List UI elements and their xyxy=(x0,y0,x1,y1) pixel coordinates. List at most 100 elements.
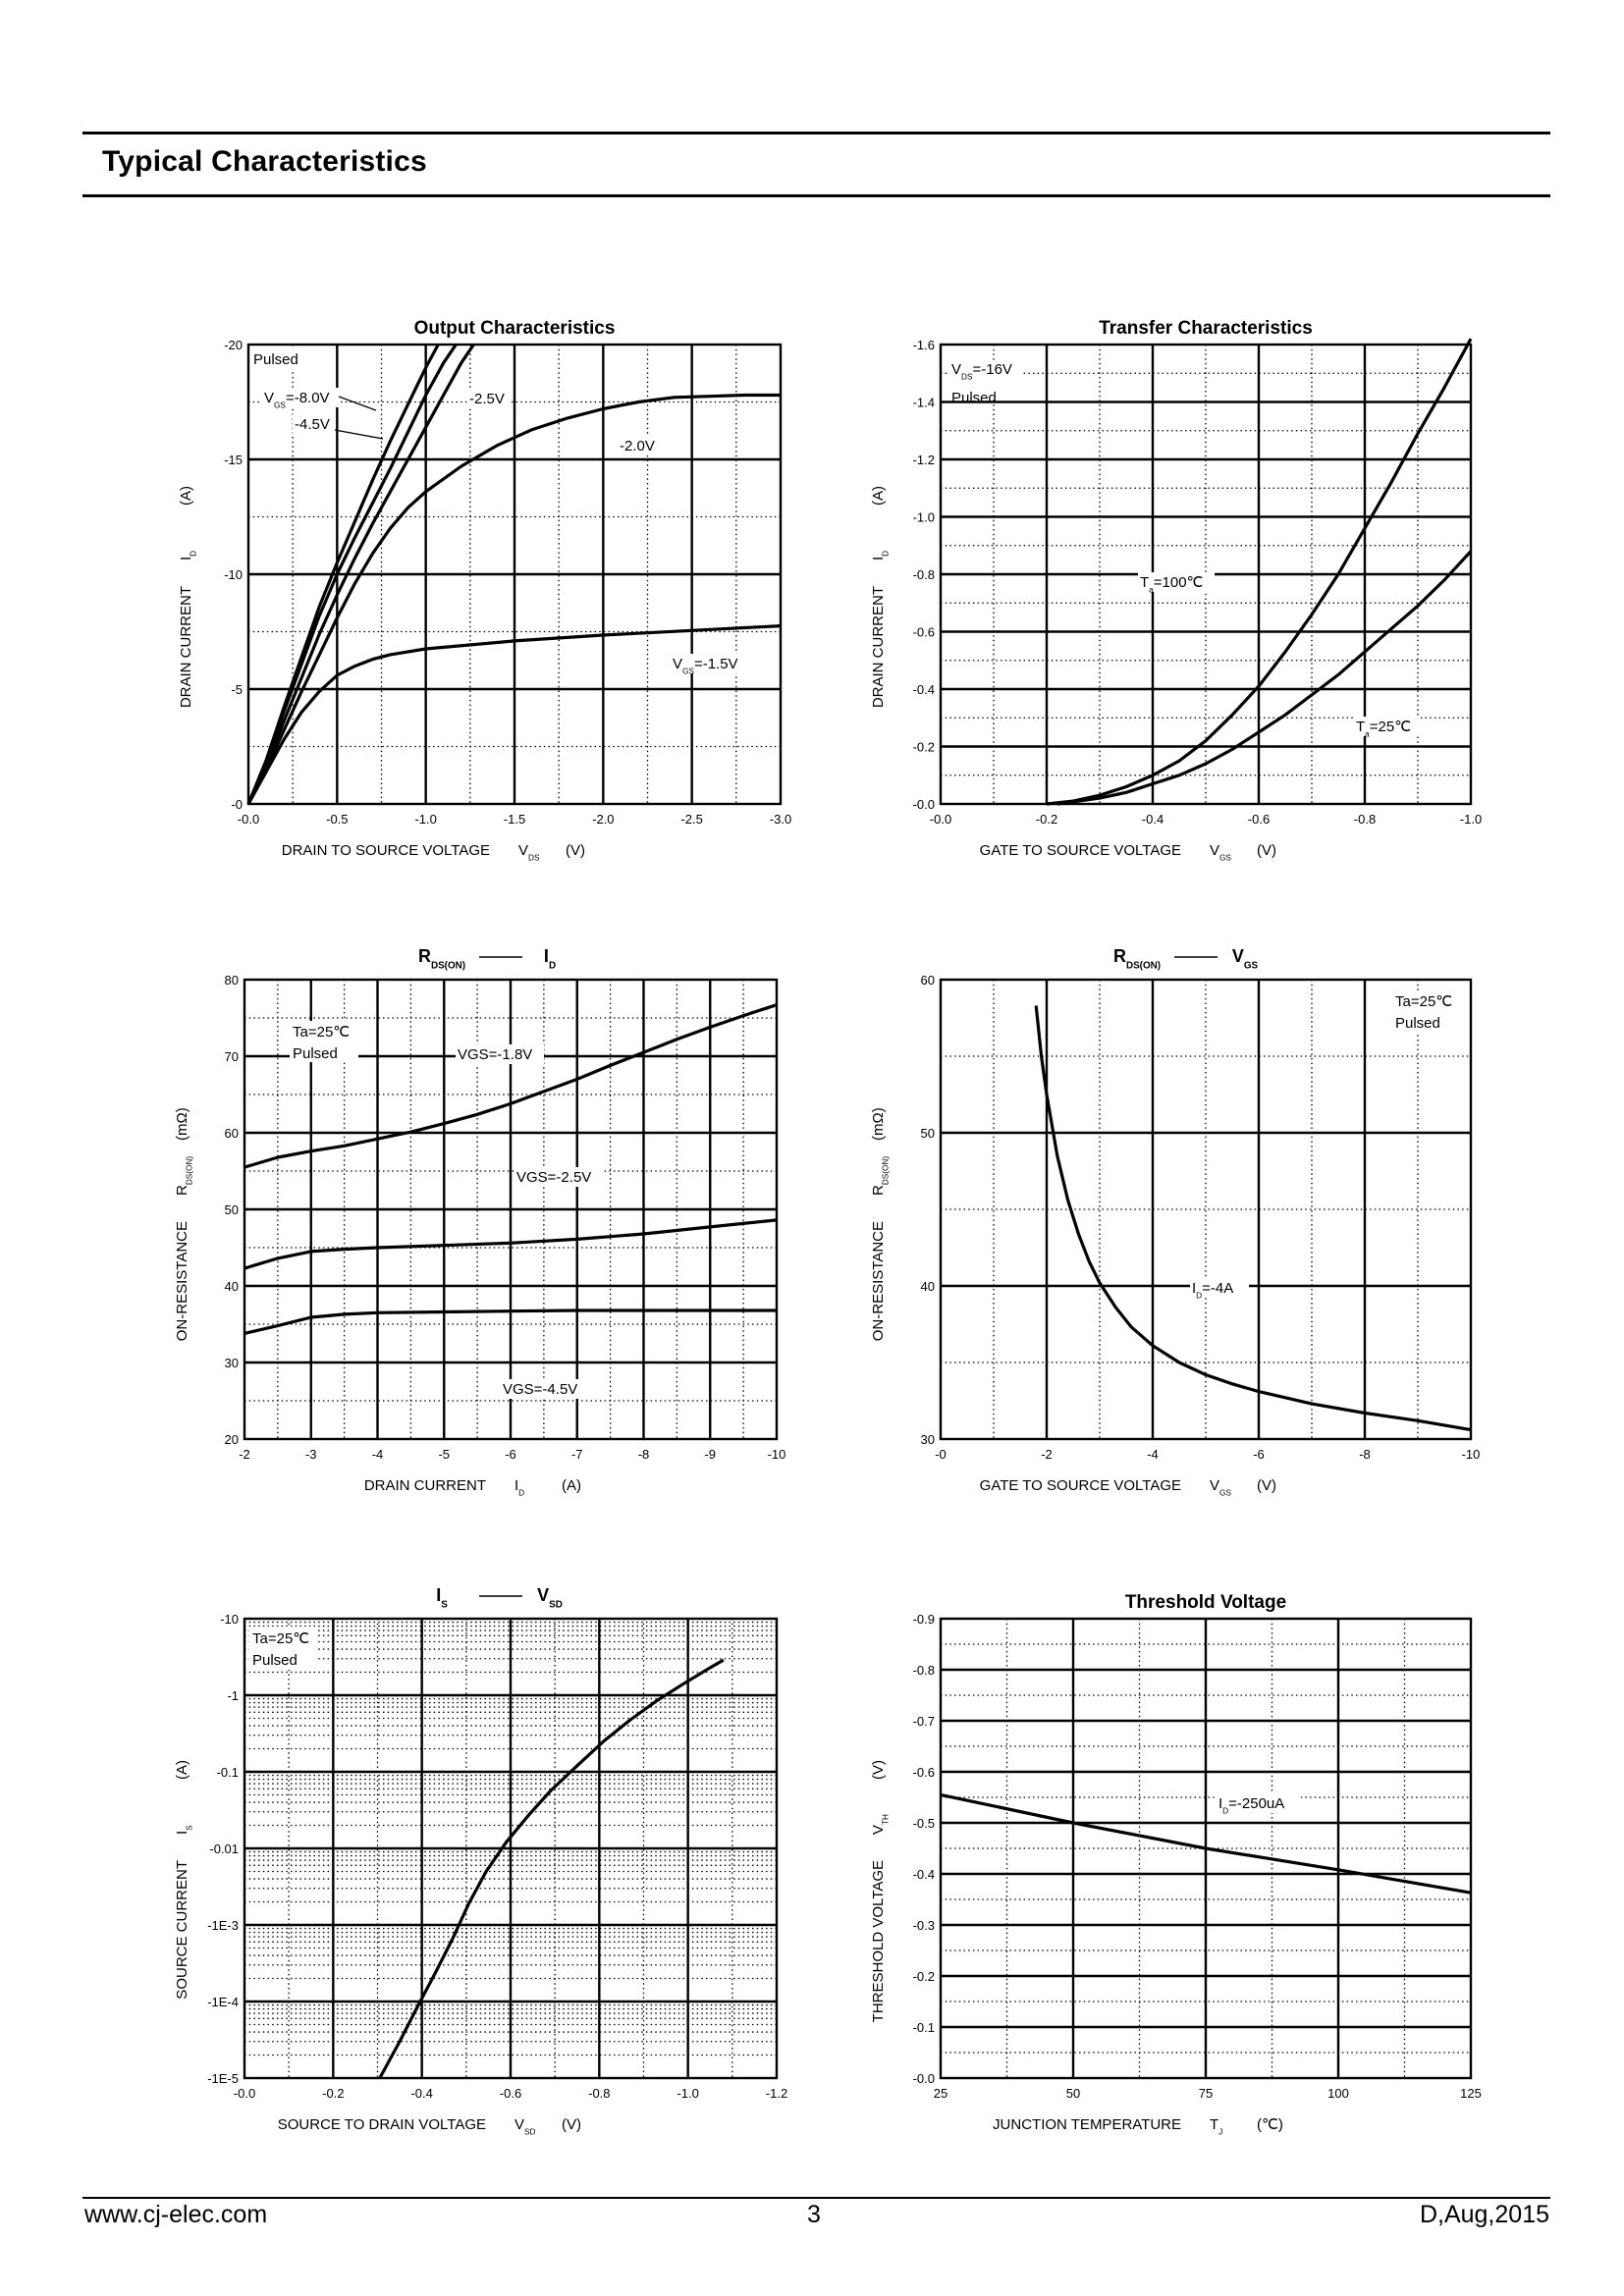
y-axis-label: ON-RESISTANCE xyxy=(174,1221,190,1341)
y-tick-label: -15 xyxy=(224,453,243,467)
label-ta-100: Ta=100℃ xyxy=(1140,574,1203,594)
x-tick-label: -0.0 xyxy=(238,812,259,827)
series-line-1 xyxy=(1056,550,1473,806)
x-tick-label: -0.8 xyxy=(1354,812,1376,827)
x-tick-label: -1.0 xyxy=(677,2086,698,2101)
minor-grid xyxy=(244,980,777,1439)
y-tick-label: -0.4 xyxy=(913,682,935,697)
plot-frame xyxy=(939,343,1473,806)
x-tick-label: -0.6 xyxy=(500,2086,521,2101)
y-axis-label: DRAIN CURRENT xyxy=(178,586,194,708)
y-tick-label: -1E-4 xyxy=(207,1995,239,2009)
series-line-0 xyxy=(378,1658,725,2079)
y-tick-label: 50 xyxy=(921,1126,935,1141)
y-axis-symbol: VTH xyxy=(870,1814,890,1835)
chart-title: RDS(ON) ID xyxy=(418,946,556,971)
y-axis-symbol: ID xyxy=(178,551,197,561)
y-axis-title: DRAIN CURRENT ID (A) xyxy=(870,486,890,708)
x-axis-unit: (A) xyxy=(562,1477,581,1494)
y-tick-label: 70 xyxy=(225,1049,239,1064)
y-tick-label: -0.6 xyxy=(913,625,935,640)
note-pulsed: Pulsed xyxy=(293,1045,338,1062)
plot-frame xyxy=(939,1617,1473,2080)
series-line-2 xyxy=(244,1308,777,1335)
chart-title-left: RDS(ON) xyxy=(1113,946,1161,971)
y-tick-label: -0 xyxy=(231,797,243,812)
note-ta: Ta=25℃ xyxy=(252,1630,309,1647)
x-axis-title: GATE TO SOURCE VOLTAGE VGS (V) xyxy=(980,842,1276,862)
x-tick-label: 25 xyxy=(934,2086,947,2101)
leader-line xyxy=(334,429,384,440)
x-axis-label: JUNCTION TEMPERATURE xyxy=(993,2116,1181,2133)
x-tick-label: -0.8 xyxy=(588,2086,610,2101)
y-tick-label: -0.3 xyxy=(913,1918,935,1933)
x-tick-label: -6 xyxy=(505,1447,516,1462)
chart-title-left: RDS(ON) xyxy=(418,946,465,971)
plot-frame xyxy=(243,978,779,1441)
note-ta: Ta=25℃ xyxy=(1395,993,1452,1010)
x-tick-label: -2 xyxy=(239,1447,250,1462)
x-axis-symbol: TJ xyxy=(1210,2116,1222,2136)
y-axis-symbol: IS xyxy=(174,1825,193,1835)
label-backdrop xyxy=(251,349,308,369)
x-tick-label: -5 xyxy=(438,1447,450,1462)
label-id-4a: ID=-4A xyxy=(1192,1280,1233,1300)
label-vgs-2-5: -2.5V xyxy=(469,391,505,407)
y-axis-label: THRESHOLD VOLTAGE xyxy=(870,1860,887,2022)
label-backdrop xyxy=(249,1627,318,1670)
x-tick-label: -0.6 xyxy=(1248,812,1270,827)
footer-rule xyxy=(82,2197,1550,2199)
y-axis-unit: (A) xyxy=(174,1760,190,1780)
y-axis-title: SOURCE CURRENT IS (A) xyxy=(174,1760,193,2000)
chart-title: Output Characteristics xyxy=(414,318,616,339)
minor-grid xyxy=(941,1619,1471,2078)
chart-output: -0.0 -0.5 -1.0 -1.5 -2.0 -2.5 -3.0 -0 -5 -10 -15 -2… xyxy=(178,318,791,862)
label-backdrop xyxy=(1392,992,1451,1034)
x-tick-label: -8 xyxy=(1359,1447,1371,1462)
x-tick-label: -3.0 xyxy=(770,812,791,827)
plot-frame xyxy=(939,978,1473,1441)
y-axis-symbol: RDS(ON) xyxy=(174,1156,193,1196)
chart-threshold: 25 50 75 100 125 -0.0 -0.1 -0.2 -0.3 -0.4 -0.5 -0.6… xyxy=(870,1592,1482,2136)
chart-transfer: -0.0 -0.2 -0.4 -0.6 -0.8 -1.0 -0.0 -0.2 -0.4 -0.6… xyxy=(870,318,1482,862)
x-axis-label: SOURCE TO DRAIN VOLTAGE xyxy=(278,2116,486,2133)
label-vgs-4-5: -4.5V xyxy=(295,416,330,433)
chart-title-right: VGS xyxy=(1232,946,1259,971)
major-grid xyxy=(248,345,781,804)
x-tick-label: -0.2 xyxy=(322,2086,344,2101)
x-tick-label: -1.2 xyxy=(766,2086,787,2101)
x-tick-label: -2 xyxy=(1041,1447,1053,1462)
y-axis-unit: (mΩ) xyxy=(870,1107,887,1141)
y-tick-label: -0.1 xyxy=(913,2020,935,2035)
plot-frame xyxy=(243,1617,779,2080)
series-line-3 xyxy=(246,393,781,805)
label-vgs-2-0: -2.0V xyxy=(620,438,655,454)
y-tick-label: -0.4 xyxy=(913,1867,935,1882)
y-tick-label: -0.0 xyxy=(913,797,935,812)
x-axis-symbol: ID xyxy=(514,1477,524,1497)
x-axis-title: JUNCTION TEMPERATURE TJ (℃) xyxy=(993,2116,1283,2136)
label-backdrop xyxy=(1217,1793,1301,1813)
series-line-4 xyxy=(246,624,782,805)
y-axis-title: ON-RESISTANCE RDS(ON) (mΩ) xyxy=(870,1107,890,1341)
label-backdrop xyxy=(618,436,659,455)
y-tick-label: -0.6 xyxy=(913,1765,935,1780)
note-pulsed: Pulsed xyxy=(1395,1015,1440,1032)
x-tick-label: -9 xyxy=(704,1447,716,1462)
y-tick-label: -1 xyxy=(227,1688,239,1703)
label-vgs-4-5: VGS=-4.5V xyxy=(503,1381,577,1398)
label-vgs-1-5: VGS=-1.5V xyxy=(673,656,738,675)
y-axis-unit: (mΩ) xyxy=(174,1107,190,1141)
x-tick-label: -2.0 xyxy=(592,812,614,827)
x-axis-unit: (V) xyxy=(1257,1477,1276,1494)
label-vgs-8: VGS=-8.0V xyxy=(264,390,330,409)
y-tick-label: 40 xyxy=(225,1279,239,1294)
x-tick-label: -0.0 xyxy=(234,2086,255,2101)
x-axis-title: SOURCE TO DRAIN VOLTAGE VSD (V) xyxy=(278,2116,581,2136)
series-line-0 xyxy=(1034,1005,1472,1432)
label-backdrop xyxy=(671,654,749,673)
chart-is-vsd: -0.0 -0.2 -0.4 -0.6 -0.8 -1.0 -1.2 -1E-5 -1E-4 -1… xyxy=(174,1585,787,2136)
x-tick-label: 125 xyxy=(1460,2086,1482,2101)
x-axis-label: DRAIN TO SOURCE VOLTAGE xyxy=(282,842,490,859)
